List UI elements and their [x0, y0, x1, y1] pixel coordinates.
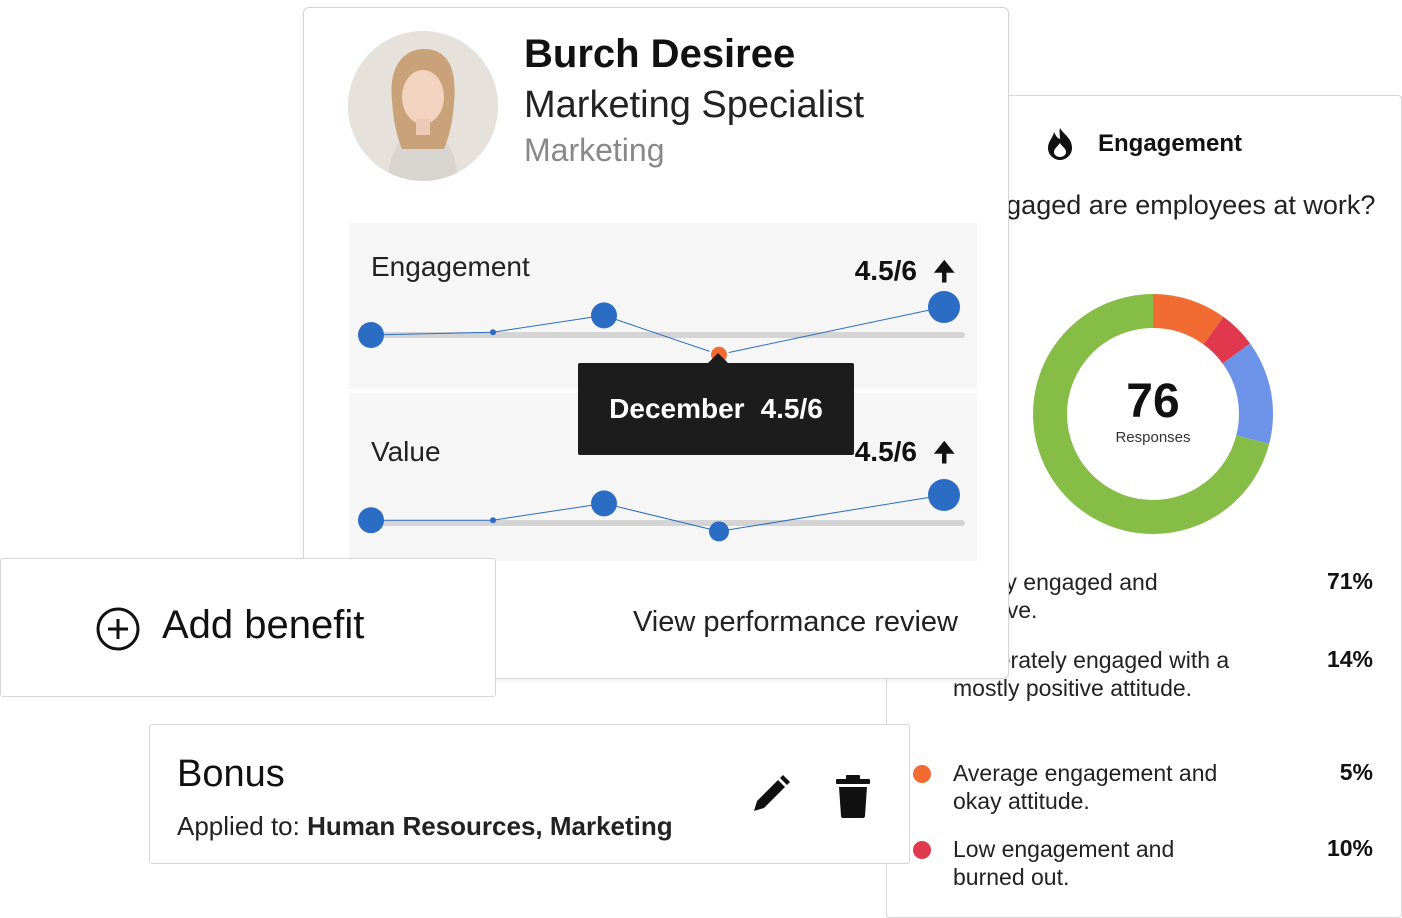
sparkline-point[interactable]: [358, 322, 384, 348]
benefit-applied-to: Applied to: Human Resources, Marketing: [177, 811, 673, 842]
donut-slice: [1033, 294, 1273, 534]
legend-percent: 5%: [1339, 759, 1373, 785]
plus-circle-icon: [96, 607, 140, 651]
donut-chart: [1033, 294, 1273, 534]
donut-slice: [1033, 294, 1273, 534]
sparkline-point[interactable]: [490, 517, 496, 524]
responses-count: 76: [1126, 375, 1180, 428]
engagement-survey-card: Engagement How engaged are employees at …: [886, 95, 1402, 918]
trash-icon[interactable]: [834, 773, 872, 819]
sparkline-point[interactable]: [591, 302, 617, 329]
sparkline-point[interactable]: [591, 490, 617, 517]
legend-label: Low engagement and burned out.: [953, 836, 1175, 890]
responses-label: Responses: [1115, 429, 1191, 446]
add-benefit-label: Add benefit: [162, 603, 365, 647]
legend-percent: 10%: [1326, 835, 1373, 861]
sparkline-point[interactable]: [928, 291, 960, 323]
legend-dot: [913, 765, 931, 783]
legend-percent: 14%: [1326, 646, 1373, 672]
employee-role: Marketing Specialist: [524, 84, 865, 126]
survey-header: Engagement: [1042, 126, 1242, 162]
legend-dot: [913, 841, 931, 859]
sparkline-point[interactable]: [709, 521, 729, 542]
avatar: [348, 31, 498, 181]
sparkline-line: [370, 306, 945, 356]
value-sparkline: [358, 479, 965, 542]
employee-department: Marketing: [524, 132, 665, 168]
donut-center: 76 Responses: [1033, 294, 1273, 534]
metric-engagement: Engagement 4.5/6 🠉: [349, 223, 977, 389]
metric-label: Value: [371, 436, 441, 467]
sparkline-point[interactable]: [490, 329, 496, 336]
employee-profile-card: Burch Desiree Marketing Specialist Marke…: [303, 7, 1009, 679]
arrow-up-icon: 🠉: [933, 437, 955, 467]
survey-title: Engagement: [1098, 130, 1243, 157]
arrow-up-icon: 🠉: [933, 256, 955, 286]
benefit-title: Bonus: [177, 753, 285, 795]
legend-label: Average engagement and okay attitude.: [953, 760, 1218, 814]
metric-value: 4.5/6: [854, 255, 917, 286]
flame-icon: [1048, 128, 1072, 160]
metric-value: 4.5/6: [854, 436, 917, 467]
employee-name: Burch Desiree: [524, 32, 796, 76]
sparkline-point[interactable]: [358, 507, 384, 534]
metric-label: Engagement: [371, 251, 530, 282]
applied-prefix: Applied to:: [177, 811, 300, 841]
tooltip-month: December: [609, 393, 745, 424]
pencil-icon[interactable]: [748, 773, 792, 817]
view-performance-review-link[interactable]: View performance review: [632, 606, 958, 638]
legend-percent: 71%: [1326, 568, 1373, 594]
applied-departments: Human Resources, Marketing: [307, 811, 673, 841]
tooltip-value: 4.5/6: [760, 393, 823, 424]
person-photo-icon: [348, 31, 498, 181]
metric-value-score: Value 4.5/6 🠉: [349, 393, 977, 561]
add-benefit-button[interactable]: Add benefit: [0, 558, 496, 697]
sparkline-point[interactable]: [928, 479, 960, 511]
engagement-sparkline: [358, 291, 965, 365]
chart-tooltip: December 4.5/6: [578, 353, 854, 455]
bonus-benefit-card: Bonus Applied to: Human Resources, Marke…: [149, 724, 910, 864]
